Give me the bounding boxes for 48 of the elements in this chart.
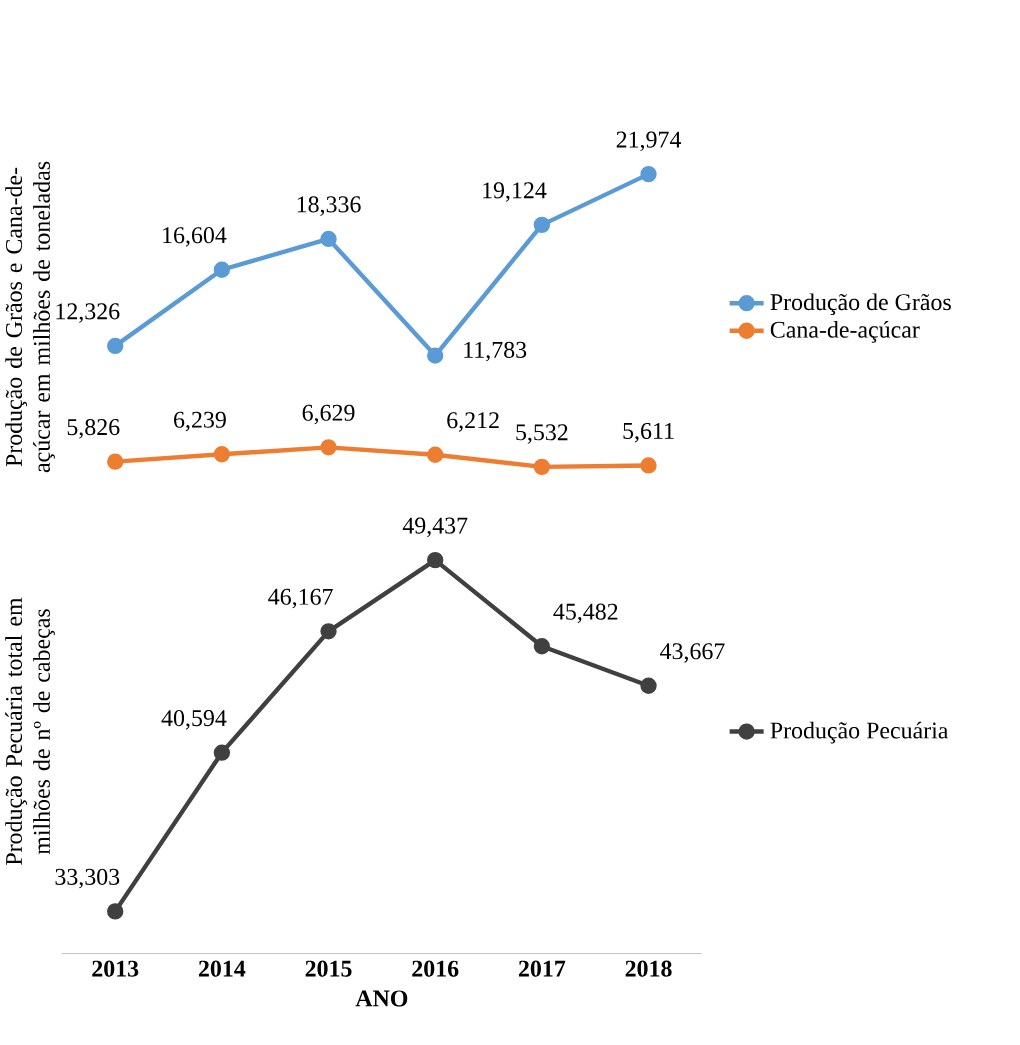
data-label: 21,974: [616, 131, 682, 152]
point: [427, 446, 444, 463]
x-tick-label: 2013: [92, 960, 139, 977]
x-tick-label: 2017: [518, 960, 566, 977]
point: [107, 903, 124, 920]
point: [427, 347, 444, 364]
data-label: 11,783: [464, 341, 527, 362]
point: [213, 446, 231, 463]
data-label: 19,124: [483, 182, 547, 202]
data-label: 45,482: [553, 603, 618, 624]
data-label: 46,167: [268, 588, 333, 609]
x-tick-label: 2018: [625, 960, 672, 977]
data-label: 5,611: [623, 422, 674, 443]
point: [107, 337, 124, 355]
y-axis-title: Produção de Grãos e Cana-de-açúcar em milhões de toneladas: [5, 161, 55, 473]
point: [320, 623, 337, 640]
legend-label: Produção de Grãos: [770, 293, 951, 316]
x-tick-label: 2014: [198, 960, 246, 977]
point: [533, 458, 551, 476]
data-label: 5,532: [516, 424, 568, 444]
data-label: 6,629: [302, 404, 355, 425]
point: [320, 439, 337, 456]
data-label: 49,437: [402, 517, 468, 538]
point: [533, 638, 551, 655]
legend-label: Produção Pecuária: [770, 721, 949, 744]
x-axis-title: ANO: [355, 990, 408, 1007]
x-tick-label: 2016: [412, 960, 459, 977]
data-label: 40,594: [161, 710, 227, 730]
point: [320, 230, 337, 248]
legend-label: Cana-de-açúcar: [770, 320, 920, 343]
data-label: 6,239: [174, 411, 226, 432]
point: [640, 165, 657, 183]
x-tick-label: 2015: [305, 960, 352, 977]
data-label: 5,826: [67, 419, 120, 439]
data-label: 18,336: [297, 196, 361, 216]
point: [533, 216, 551, 234]
data-label: 33,303: [55, 868, 120, 889]
point: [107, 453, 124, 470]
point: [213, 744, 231, 761]
point: [213, 261, 231, 278]
data-label: 43,667: [660, 643, 725, 663]
point: [640, 457, 657, 474]
y-axis-title: Produção Pecuária total em milhões de nº de cabeças: [5, 597, 55, 865]
data-label: 12,326: [56, 303, 120, 323]
data-label: 16,604: [163, 227, 227, 247]
point: [427, 551, 444, 569]
point: [640, 677, 657, 694]
data-label: 6,212: [447, 412, 499, 432]
